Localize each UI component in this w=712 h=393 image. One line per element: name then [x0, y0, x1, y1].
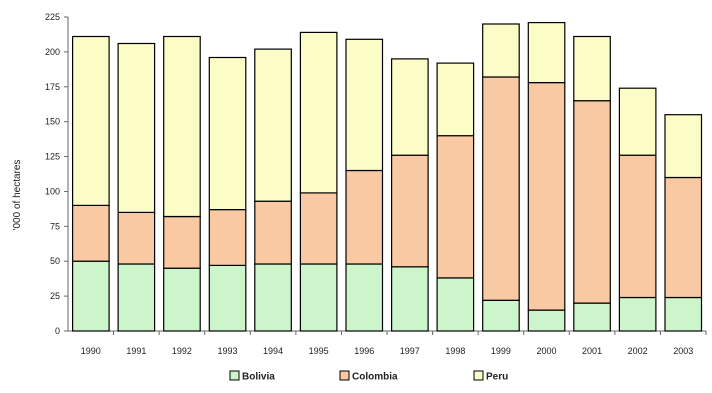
bar-segment-bolivia-1995 — [299, 263, 338, 332]
x-tick-label: 1991 — [126, 346, 146, 356]
bar-segment-colombia-1996 — [345, 169, 384, 265]
y-tick-label: 25 — [50, 291, 60, 301]
bar-segment-peru-1998 — [436, 62, 475, 137]
x-tick-label: 1996 — [354, 346, 374, 356]
bar-segment-bolivia-2001 — [573, 302, 611, 332]
bar-segment-bolivia-1990 — [71, 260, 110, 332]
bar-segment-bolivia-1999 — [482, 299, 520, 332]
bar-segment-colombia-2002 — [618, 154, 657, 299]
bar-segment-colombia-1992 — [163, 216, 201, 269]
legend-swatch — [229, 370, 240, 381]
bar-segment-bolivia-1996 — [345, 263, 384, 332]
bar-segment-peru-1994 — [254, 48, 292, 202]
x-tick-label: 1993 — [217, 346, 237, 356]
y-tick-label: 125 — [45, 152, 60, 162]
legend: Bolivia Colombia Peru — [229, 370, 508, 383]
x-tick-label: 2002 — [628, 346, 648, 356]
bar-segment-peru-1996 — [345, 38, 384, 172]
bar-segment-peru-1992 — [163, 35, 201, 218]
x-tick-label: 1990 — [81, 346, 101, 356]
x-tick-label: 1992 — [172, 346, 192, 356]
bar-segment-colombia-1999 — [482, 76, 520, 301]
y-tick-label: 175 — [45, 82, 60, 92]
bar-segment-colombia-1991 — [117, 211, 156, 265]
bar-segment-bolivia-1998 — [436, 277, 475, 332]
legend-item-colombia: Colombia — [339, 370, 398, 383]
bar-segment-peru-1991 — [117, 42, 156, 213]
bar-segment-peru-2003 — [664, 114, 703, 179]
bar-segment-peru-1999 — [482, 23, 520, 78]
bar-segment-colombia-1994 — [254, 200, 292, 265]
bar-segment-bolivia-2002 — [618, 296, 657, 332]
bar-segment-bolivia-1997 — [391, 266, 429, 332]
x-tick-label: 2003 — [673, 346, 693, 356]
bar-segment-peru-2002 — [618, 87, 657, 156]
bars — [71, 22, 703, 332]
bar-segment-bolivia-2003 — [664, 296, 703, 332]
x-tick-label: 2000 — [536, 346, 556, 356]
y-tick-label: 100 — [45, 186, 60, 196]
x-tick-label: 2001 — [582, 346, 602, 356]
y-tick-label: 200 — [45, 47, 60, 57]
y-tick-label: 225 — [45, 12, 60, 22]
legend-item-bolivia: Bolivia — [229, 370, 275, 383]
bar-segment-peru-1993 — [208, 56, 247, 211]
bar-segment-colombia-1997 — [391, 154, 429, 268]
bar-segment-peru-1997 — [391, 58, 429, 156]
bar-segment-colombia-1993 — [208, 209, 247, 267]
bar-segment-peru-2000 — [527, 22, 566, 84]
bar-segment-peru-1995 — [299, 31, 338, 194]
bar-segment-colombia-1998 — [436, 135, 475, 279]
bar-segment-bolivia-1992 — [163, 267, 201, 332]
y-axis-label: '000 of hectares — [12, 160, 23, 231]
x-tick-label: 1994 — [263, 346, 283, 356]
y-tick-label: 150 — [45, 117, 60, 127]
y-tick-label: 0 — [55, 326, 60, 336]
x-tick-label: 1995 — [309, 346, 329, 356]
legend-label: Peru — [486, 372, 508, 383]
x-tick-label: 1997 — [400, 346, 420, 356]
bar-segment-colombia-2001 — [573, 100, 611, 304]
bar-segment-colombia-2003 — [664, 176, 703, 299]
legend-item-peru: Peru — [473, 370, 508, 383]
bar-segment-bolivia-1991 — [117, 263, 156, 332]
legend-label: Colombia — [352, 372, 398, 383]
bar-segment-bolivia-2000 — [527, 309, 566, 332]
bar-segment-peru-1990 — [71, 35, 110, 206]
legend-swatch — [339, 370, 350, 381]
x-tick-label: 1998 — [445, 346, 465, 356]
bar-segment-peru-2001 — [573, 35, 611, 102]
axes: 0 25 50 75 100 125 150 175 200 225 1990 1991 1992 199… — [45, 12, 707, 356]
y-tick-label: 75 — [50, 221, 60, 231]
x-tick-label: 1999 — [491, 346, 511, 356]
y-tick-label: 50 — [50, 256, 60, 266]
legend-label: Bolivia — [242, 372, 275, 383]
legend-swatch — [473, 370, 484, 381]
bar-segment-colombia-1990 — [71, 204, 110, 262]
bar-segment-bolivia-1993 — [208, 264, 247, 332]
bar-segment-bolivia-1994 — [254, 263, 292, 332]
bar-segment-colombia-1995 — [299, 192, 338, 265]
bar-segment-colombia-2000 — [527, 81, 566, 311]
